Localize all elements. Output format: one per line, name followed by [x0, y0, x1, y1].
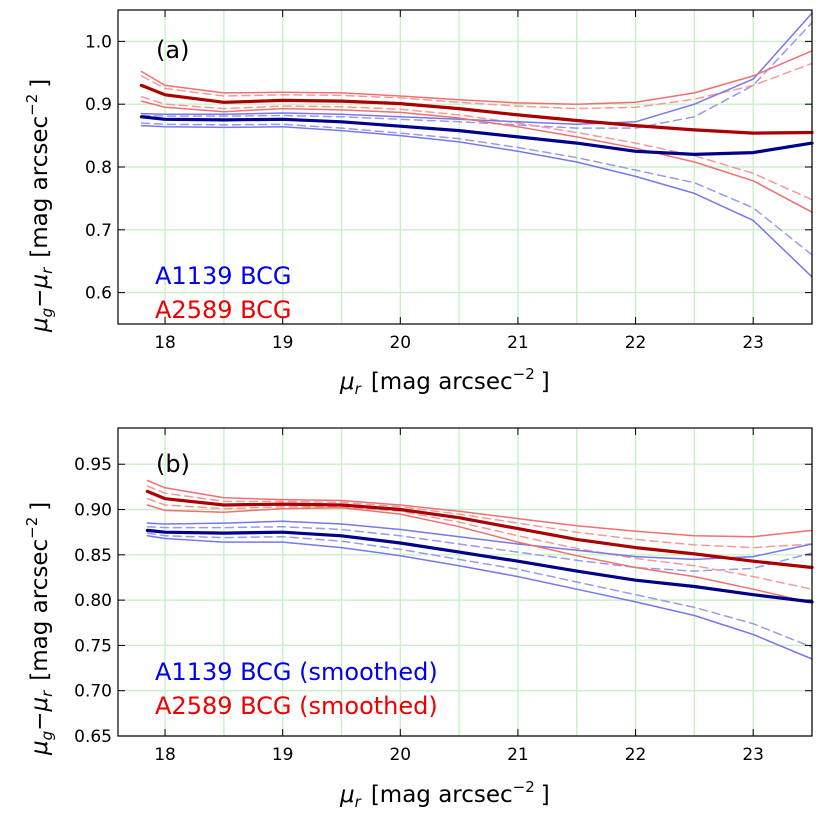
x-tick-label-b: 21 [507, 745, 529, 765]
ticks-b: 18 19 20 21 22 23 0.65 0.70 0.75 0.80 0.85 0.90 0.95 [74, 428, 812, 765]
y-tick-label-a: 0.9 [85, 95, 112, 115]
y-axis-unit: [mag arcsec [27, 539, 53, 681]
x-axis-symbol-sub: r [355, 380, 362, 398]
series-line-a-a2589-bcg-upper [140, 50, 813, 105]
panel-a: 18 19 20 21 22 23 0.6 0.7 0.8 0.9 1.0 (a) A1139 BC… [23, 9, 814, 398]
series-line-a-a2589-bcg [139, 83, 814, 135]
x-axis-symbol: μ [339, 782, 355, 808]
x-axis-symbol: μ [339, 369, 355, 395]
y-tick-label-a: 0.8 [85, 158, 112, 178]
x-tick-label-a: 21 [507, 333, 529, 353]
legend-entry-a1139: A1139 BCG [155, 262, 292, 290]
y-tick-label-b: 0.85 [74, 546, 112, 566]
x-tick-label-b: 22 [625, 745, 647, 765]
y-axis-symbol-1: μ [27, 740, 53, 756]
y-axis-symbol-2-sub: r [38, 690, 56, 697]
panel-label-b: (b) [156, 450, 190, 478]
legend-entry-a2589: A2589 BCG [155, 296, 292, 324]
x-tick-label-a: 20 [389, 333, 411, 353]
grid-b [118, 428, 813, 737]
y-axis-unit-close: ] [27, 79, 53, 88]
y-tick-label-a: 1.0 [85, 32, 112, 52]
x-tick-label-a: 18 [154, 333, 176, 353]
y-tick-label-b: 0.95 [74, 455, 112, 475]
series-line-a-a1139-bcg-upper [140, 12, 813, 126]
series-line-a-a2589-bcg-upper-dashed [140, 62, 813, 110]
series-group-b [145, 479, 814, 660]
series-line-b-a2589-bcg-smoothed [145, 489, 814, 570]
x-tick-label-a: 19 [272, 333, 294, 353]
x-tick-label-a: 23 [742, 333, 764, 353]
y-axis-minus: − [27, 712, 53, 731]
y-tick-label-b: 0.80 [74, 591, 112, 611]
legend-entry-a2589-smoothed: A2589 BCG (smoothed) [155, 692, 438, 720]
series-line-b-a2589-bcg-smoothed-lower-dashed [146, 497, 813, 590]
y-axis-unit-exp: −2 [23, 94, 41, 116]
series-line-a-a1139-bcg-lower [140, 124, 813, 278]
series-line-a-a2589-bcg-lower-dashed [140, 95, 813, 201]
series-line-a-a1139-bcg-lower-dashed [140, 122, 813, 256]
y-axis-minus: − [27, 289, 53, 308]
y-axis-symbol-2: μ [27, 697, 53, 713]
panel-b: 18 19 20 21 22 23 0.65 0.70 0.75 0.80 0.85 0.90 0.95… [23, 427, 814, 811]
series-line-b-a1139-bcg-smoothed-upper-dashed [146, 525, 813, 572]
x-tick-label-b: 20 [389, 745, 411, 765]
x-axis-unit-exp: −2 [513, 778, 535, 796]
series-line-a-a2589-bcg-lower [140, 100, 813, 213]
series-group-a [139, 12, 814, 278]
series-line-a-a1139-bcg-upper-dashed [140, 21, 813, 129]
y-axis-symbol-2-sub: r [38, 267, 56, 274]
panel-label-a: (a) [156, 36, 189, 64]
x-axis-unit: [mag arcsec [371, 782, 513, 808]
y-axis-title-a: μg−μr[mag arcsec−2] [23, 79, 56, 333]
x-axis-title-a: μr [mag arcsec−2] [339, 365, 550, 398]
y-axis-unit-exp: −2 [23, 517, 41, 539]
y-axis-symbol-1-sub: g [38, 731, 56, 741]
y-axis-unit-close: ] [27, 502, 53, 511]
series-line-b-a2589-bcg-smoothed-upper [146, 479, 813, 538]
x-tick-label-b: 18 [154, 745, 176, 765]
series-line-b-a2589-bcg-smoothed-lower [146, 504, 813, 604]
y-tick-label-b: 0.70 [74, 682, 112, 702]
x-axis-unit: [mag arcsec [371, 369, 513, 395]
series-line-a-a1139-bcg [139, 115, 814, 156]
y-axis-symbol-1: μ [27, 317, 53, 333]
series-line-b-a1139-bcg-smoothed-lower [146, 535, 813, 660]
y-axis-title-b: μg−μr[mag arcsec−2] [23, 502, 56, 756]
x-axis-unit-exp: −2 [513, 365, 535, 383]
y-tick-label-b: 0.75 [74, 636, 112, 656]
y-axis-unit: [mag arcsec [27, 116, 53, 258]
series-line-b-a1139-bcg-smoothed-upper [146, 520, 813, 561]
x-axis-unit-close: ] [541, 369, 550, 395]
x-tick-label-b: 19 [272, 745, 294, 765]
y-axis-symbol-1-sub: g [38, 308, 56, 318]
series-line-b-a1139-bcg-smoothed-lower-dashed [146, 532, 813, 648]
y-tick-label-b: 0.90 [74, 501, 112, 521]
y-tick-label-a: 0.6 [85, 284, 112, 304]
legend-entry-a1139-smoothed: A1139 BCG (smoothed) [155, 658, 438, 686]
ticks-a: 18 19 20 21 22 23 0.6 0.7 0.8 0.9 1.0 [85, 10, 812, 353]
y-tick-label-a: 0.7 [85, 221, 112, 241]
plot-frame-b [117, 427, 813, 737]
y-tick-label-b: 0.65 [74, 727, 112, 747]
x-tick-label-a: 22 [625, 333, 647, 353]
x-axis-unit-close: ] [541, 782, 550, 808]
series-line-b-a2589-bcg-smoothed-upper-dashed [146, 485, 813, 549]
x-axis-symbol-sub: r [355, 793, 362, 811]
y-axis-symbol-2: μ [27, 274, 53, 290]
series-line-b-a1139-bcg-smoothed [145, 528, 814, 604]
x-tick-label-b: 23 [742, 745, 764, 765]
x-axis-title-b: μr [mag arcsec−2] [339, 778, 550, 811]
